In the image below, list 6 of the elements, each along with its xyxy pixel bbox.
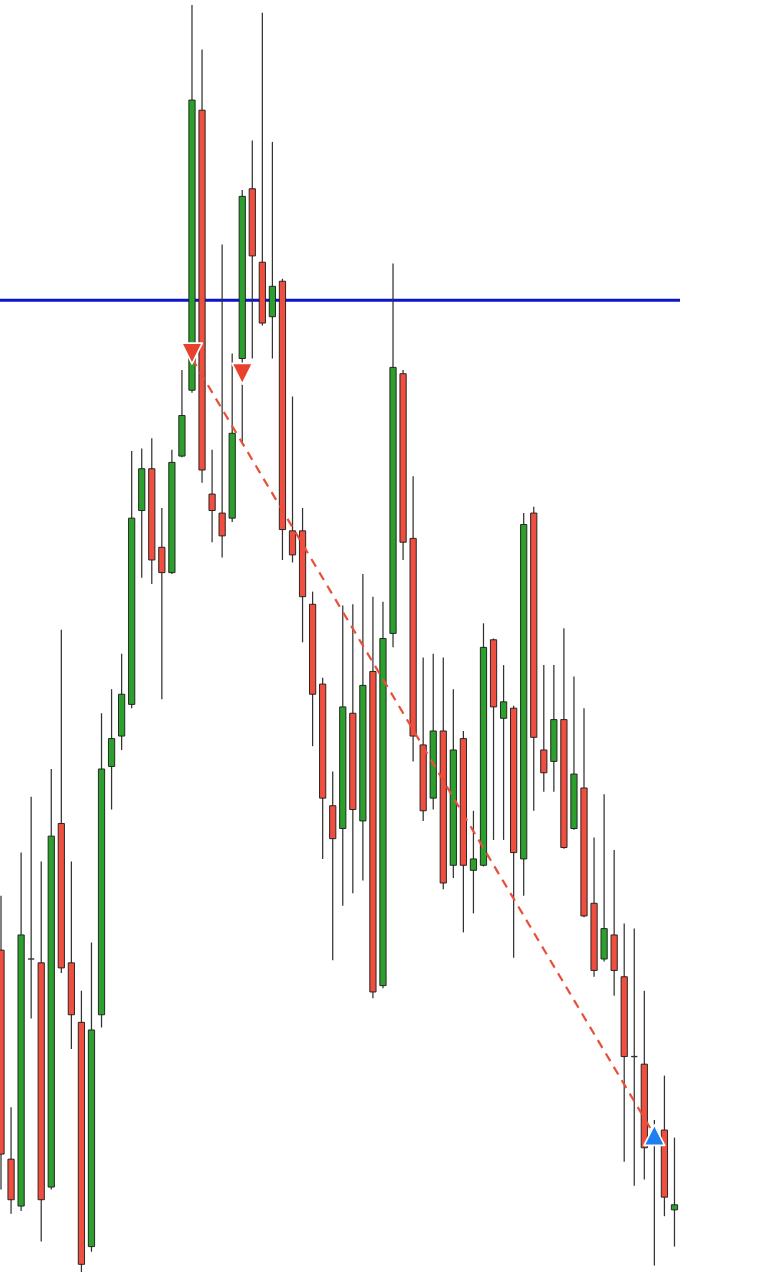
- candlestick: [670, 1137, 679, 1248]
- candlestick: [499, 664, 508, 841]
- candlestick: [540, 664, 548, 793]
- candlestick: [27, 796, 35, 1020]
- candlestick: [469, 810, 478, 915]
- candlestick: [208, 449, 216, 543]
